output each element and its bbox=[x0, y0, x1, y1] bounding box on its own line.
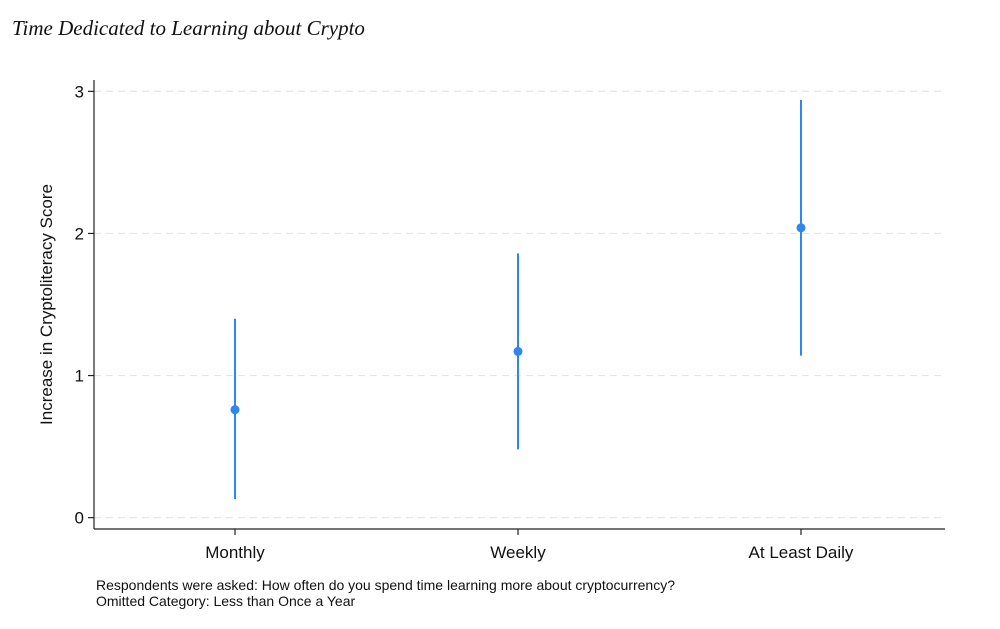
y-tick-label: 2 bbox=[75, 224, 84, 243]
chart-title: Time Dedicated to Learning about Crypto bbox=[12, 16, 365, 40]
footnote-question: Respondents were asked: How often do you… bbox=[96, 577, 675, 593]
y-tick-label: 3 bbox=[75, 82, 84, 101]
y-tick-label: 0 bbox=[75, 509, 84, 528]
y-ticks: 0 1 2 3 bbox=[75, 82, 94, 528]
gridlines bbox=[94, 90, 945, 519]
x-tick-label: Weekly bbox=[490, 543, 546, 562]
footnote-omitted-category: Omitted Category: Less than Once a Year bbox=[96, 593, 356, 609]
x-tick-label: At Least Daily bbox=[749, 543, 854, 562]
estimates bbox=[230, 99, 806, 500]
axes bbox=[93, 80, 945, 530]
point-estimate bbox=[513, 346, 523, 356]
x-ticks: Monthly Weekly At Least Daily bbox=[205, 529, 854, 562]
y-tick-label: 1 bbox=[75, 367, 84, 386]
point-estimate bbox=[796, 223, 806, 233]
y-axis-label: Increase in Cryptoliteracy Score bbox=[37, 184, 56, 425]
x-tick-label: Monthly bbox=[205, 543, 265, 562]
point-estimate bbox=[230, 405, 240, 415]
